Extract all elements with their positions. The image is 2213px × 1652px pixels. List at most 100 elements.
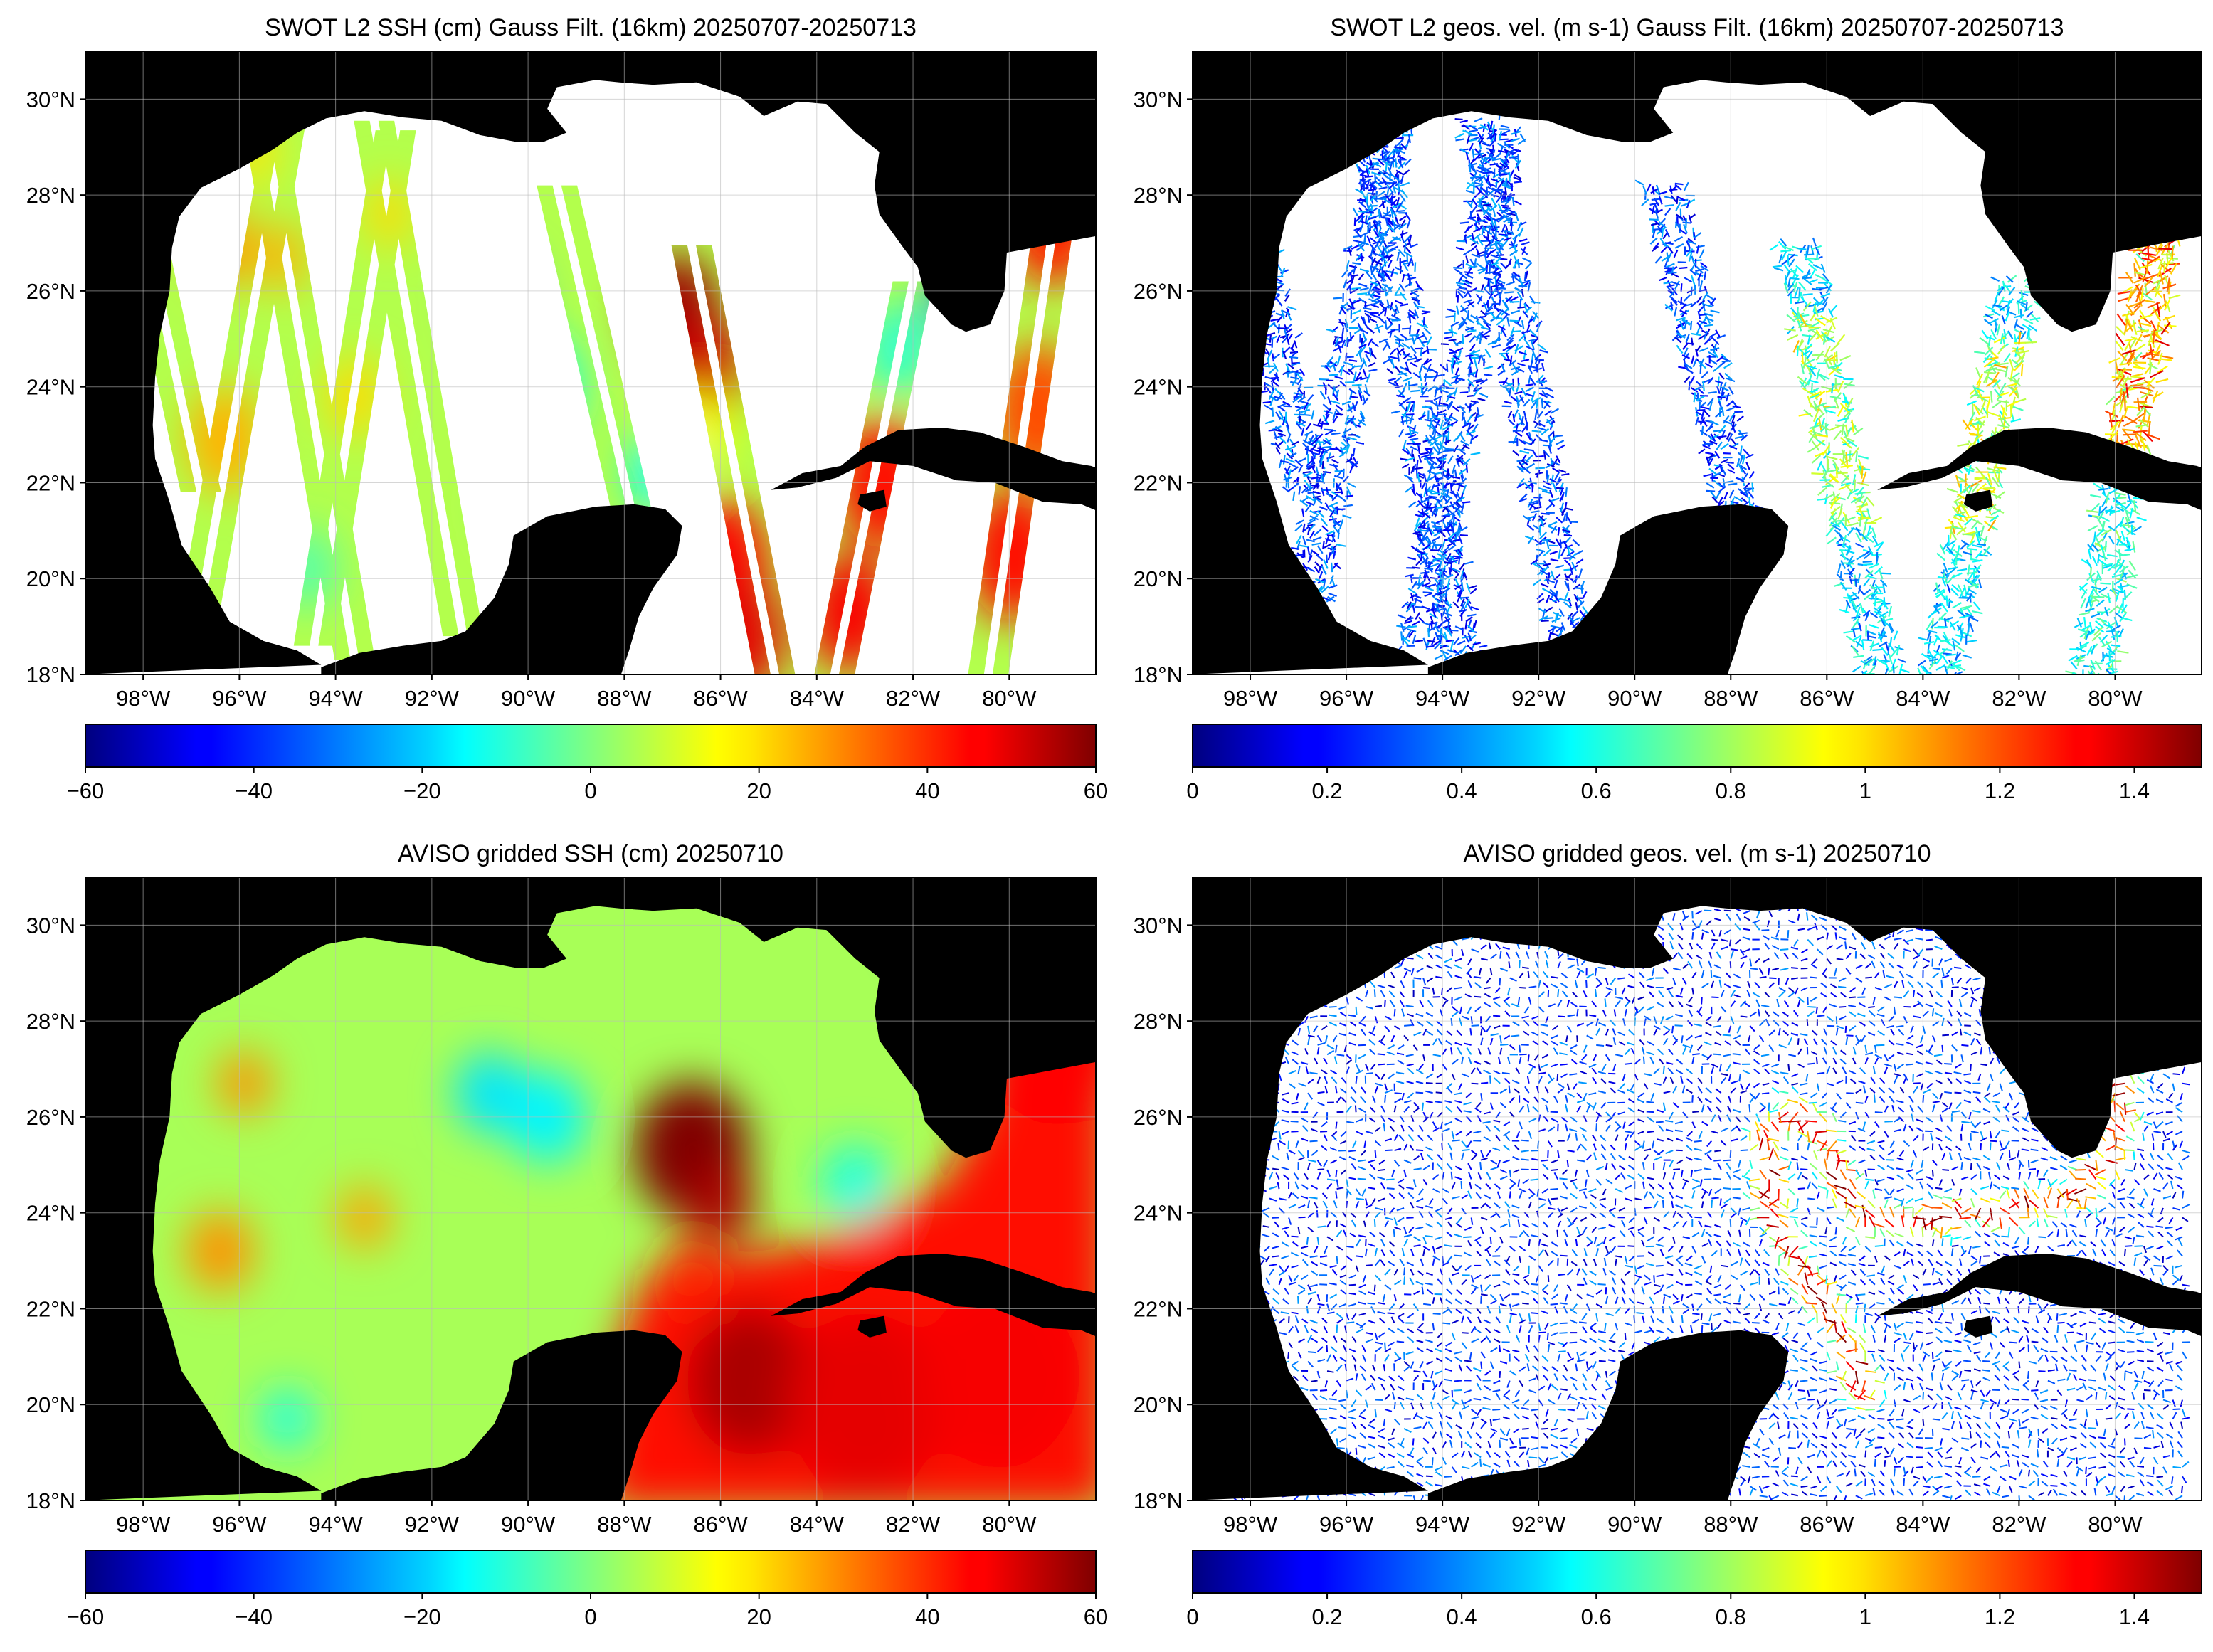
colorbar: 0 0.2 0.4 0.6 0.8 1 1.2 1.4: [1186, 1550, 2202, 1629]
colorbar: 0 0.2 0.4 0.6 0.8 1 1.2 1.4: [1186, 724, 2202, 803]
lat-tick-label: 30°N: [26, 87, 75, 112]
panel-title: AVISO gridded geos. vel. (m s-1) 2025071…: [1463, 840, 1931, 867]
lat-tick-label: 20°N: [26, 566, 75, 591]
lat-tick-label: 30°N: [1134, 87, 1183, 112]
lat-tick-label: 22°N: [26, 1296, 75, 1321]
lon-tick-label: 90°W: [501, 1512, 556, 1537]
lon-tick-label: 90°W: [1607, 686, 1662, 711]
lon-tick-label: 86°W: [694, 686, 749, 711]
map-area: [85, 877, 1110, 1500]
lon-tick-label: 82°W: [886, 686, 941, 711]
lat-tick-label: 20°N: [1134, 1392, 1183, 1417]
land-mass: [85, 51, 1096, 674]
colorbar-tick-label: 1.2: [1985, 778, 2015, 803]
colorbar-tick-label: 0: [584, 778, 596, 803]
lon-tick-label: 86°W: [694, 1512, 749, 1537]
land-mass: [857, 1315, 887, 1338]
lat-tick-label: 20°N: [26, 1392, 75, 1417]
map-frame: [85, 877, 1097, 1501]
land-mass: [321, 504, 682, 674]
lat-tick-label: 18°N: [26, 662, 75, 687]
lon-tick-label: 90°W: [1607, 1512, 1662, 1537]
colorbar: −60 −40 −20 0 20 40 60: [67, 724, 1108, 803]
colorbar-tick-label: −60: [67, 778, 105, 803]
lat-tick-label: 18°N: [1134, 662, 1183, 687]
lon-tick-label: 82°W: [1992, 1512, 2046, 1537]
lon-tick-label: 96°W: [212, 1512, 267, 1537]
colorbar-tick-label: 60: [1084, 778, 1108, 803]
graticule: [85, 51, 1096, 674]
colorbar-tick-label: 0: [1186, 1604, 1198, 1629]
lat-tick-label: 24°N: [26, 375, 75, 400]
lat-tick-label: 28°N: [26, 1009, 75, 1034]
colorbar-tick-label: 20: [746, 1604, 771, 1629]
lon-tick-label: 96°W: [212, 686, 267, 711]
colorbar-tick-label: −40: [235, 778, 273, 803]
colorbar-tick-label: 40: [915, 1604, 939, 1629]
lon-tick-label: 96°W: [1319, 686, 1374, 711]
map-frame: [85, 51, 1097, 675]
lat-tick-label: 20°N: [1134, 566, 1183, 591]
lon-tick-label: 80°W: [982, 686, 1037, 711]
lon-tick-label: 92°W: [1511, 1512, 1566, 1537]
colorbar-tick-label: 1.4: [2119, 1604, 2150, 1629]
lon-tick-label: 84°W: [1896, 686, 1950, 711]
panel-aviso-ssh: AVISO gridded SSH (cm) 20250710 18°N 20°N 2…: [26, 840, 1110, 1629]
land-mass: [857, 489, 887, 512]
lon-tick-label: 90°W: [501, 686, 556, 711]
land-mass: [1877, 1253, 2202, 1337]
map-area: [85, 51, 1110, 674]
colorbar-tick-label: 1: [1859, 1604, 1871, 1629]
lon-tick-label: 92°W: [405, 686, 460, 711]
lon-tick-label: 84°W: [790, 686, 845, 711]
colorbar-tick-label: 0.6: [1581, 778, 1612, 803]
land-mass: [1193, 877, 2202, 1500]
lon-tick-label: 94°W: [1415, 686, 1470, 711]
lon-tick-label: 98°W: [116, 686, 171, 711]
lon-tick-label: 98°W: [1223, 1512, 1278, 1537]
graticule: [1193, 51, 2202, 674]
lat-tick-label: 26°N: [26, 279, 75, 304]
lat-tick-label: 30°N: [26, 913, 75, 938]
lat-tick-label: 18°N: [1134, 1488, 1183, 1513]
land-mass: [1963, 489, 1993, 512]
land-mass: [1427, 1330, 1789, 1500]
lat-tick-label: 22°N: [1134, 1296, 1183, 1321]
lon-tick-label: 88°W: [597, 1512, 652, 1537]
lat-tick-label: 28°N: [1134, 183, 1183, 208]
lat-tick-label: 26°N: [26, 1105, 75, 1130]
map-frame: [1192, 877, 2202, 1501]
lon-tick-label: 88°W: [1704, 686, 1758, 711]
land-mass: [1877, 427, 2202, 511]
lon-tick-label: 80°W: [2088, 686, 2143, 711]
land-mass: [1096, 334, 1110, 387]
lon-tick-label: 96°W: [1319, 1512, 1374, 1537]
panel-title: SWOT L2 geos. vel. (m s-1) Gauss Filt. (…: [1330, 14, 2064, 41]
graticule: [1193, 877, 2202, 1500]
map-area: [1193, 51, 2202, 674]
land-mass: [1096, 1160, 1110, 1213]
lon-tick-label: 98°W: [1223, 686, 1278, 711]
lat-tick-label: 24°N: [1134, 1201, 1183, 1226]
colorbar-tick-label: 1.4: [2119, 778, 2150, 803]
colorbar-tick-label: 0.8: [1716, 778, 1746, 803]
colorbar-tick-label: −20: [403, 778, 441, 803]
land-mass: [771, 427, 1096, 511]
lon-tick-label: 94°W: [309, 686, 364, 711]
land-mass: [321, 1330, 682, 1500]
lat-tick-label: 24°N: [1134, 375, 1183, 400]
colorbar-tick-label: 60: [1084, 1604, 1108, 1629]
panel-swot-velocity: SWOT L2 geos. vel. (m s-1) Gauss Filt. (…: [1134, 14, 2202, 803]
lon-tick-label: 80°W: [982, 1512, 1037, 1537]
colorbar-tick-label: 0.2: [1312, 778, 1343, 803]
lon-tick-label: 84°W: [790, 1512, 845, 1537]
lon-tick-label: 82°W: [1992, 686, 2046, 711]
lon-tick-label: 98°W: [116, 1512, 171, 1537]
lat-tick-label: 26°N: [1134, 1105, 1183, 1130]
lon-tick-label: 94°W: [309, 1512, 364, 1537]
panel-title: AVISO gridded SSH (cm) 20250710: [398, 840, 783, 867]
colorbar-tick-label: −20: [403, 1604, 441, 1629]
lon-tick-label: 88°W: [1704, 1512, 1758, 1537]
lat-tick-label: 26°N: [1134, 279, 1183, 304]
lat-tick-label: 24°N: [26, 1201, 75, 1226]
